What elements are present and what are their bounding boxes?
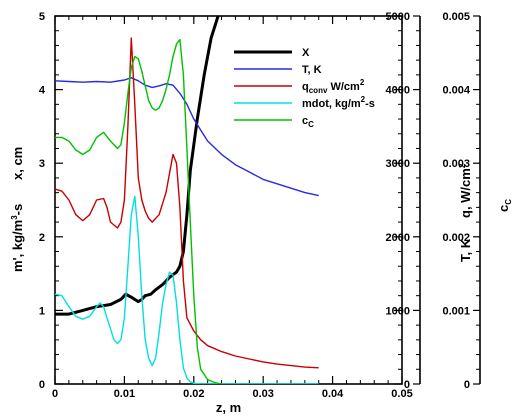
legend-label-part: W/cm bbox=[327, 81, 360, 93]
series-line-0 bbox=[55, 15, 220, 316]
legend-label-part: 2 bbox=[361, 95, 366, 104]
right-axis-q-title: q, W/cm2 bbox=[458, 163, 473, 218]
y-tick-label: 3 bbox=[39, 158, 45, 170]
right-axis-cc-title-part: C bbox=[504, 199, 513, 205]
legend-label-part: T, K bbox=[302, 64, 322, 76]
legend-label-part: mdot, kg/m bbox=[302, 98, 361, 110]
series-line-3 bbox=[55, 195, 319, 384]
x-tick-label: 0.02 bbox=[183, 388, 204, 400]
y-tick-label: 5 bbox=[39, 11, 45, 23]
x-tick-label: 0 bbox=[52, 388, 58, 400]
right-axis-cc-tick-label: 0.004 bbox=[442, 85, 470, 97]
legend-label: mdot, kg/m2-s bbox=[302, 95, 375, 110]
y-tick-label: 0 bbox=[39, 379, 45, 391]
legend-label-part: C bbox=[308, 120, 314, 129]
legend-label-part: q bbox=[302, 81, 309, 93]
right-axis-cc-tick-label: 0.001 bbox=[442, 305, 470, 317]
right-axis-cc-tick-label: 0 bbox=[464, 379, 470, 391]
right-axis-cc-tick-label: 0.003 bbox=[442, 158, 470, 170]
right-axis-temp-tick-label: 5000 bbox=[386, 11, 410, 23]
right-axis-temp-tick-label: 0 bbox=[404, 379, 410, 391]
y-tick-label: 4 bbox=[39, 85, 46, 97]
legend-label-part: conv bbox=[309, 86, 328, 95]
right-axis-cc-title: cC bbox=[496, 199, 513, 212]
legend-label-part: c bbox=[302, 115, 308, 127]
left-axis-title-part: m', kg/m bbox=[10, 220, 25, 272]
y-tick-label: 1 bbox=[39, 305, 45, 317]
left-axis-title: m', kg/m3-s bbox=[10, 204, 25, 272]
legend-label-part: -s bbox=[365, 98, 375, 110]
legend-label: cC bbox=[302, 115, 314, 129]
legend-label-part: 2 bbox=[360, 78, 365, 87]
x-axis-title: z, m bbox=[216, 400, 241, 415]
right-axis-cc-tick-label: 0.002 bbox=[442, 232, 470, 244]
right-axis-temp-tick-label: 2000 bbox=[386, 232, 410, 244]
right-axis-temp-title: T, K bbox=[458, 238, 473, 262]
plot-frame bbox=[54, 15, 403, 385]
right-axis-q-title-part: q, W/cm bbox=[458, 168, 473, 218]
legend-label-part: X bbox=[302, 47, 310, 59]
legend-label: T, K bbox=[302, 64, 322, 76]
series-line-2 bbox=[55, 37, 319, 369]
x-tick-label: 0.04 bbox=[322, 388, 344, 400]
series-layer bbox=[55, 15, 319, 384]
left-axis-title-part: 3 bbox=[10, 215, 19, 220]
right-axis-temp-tick-label: 4000 bbox=[386, 85, 410, 97]
series-line-4 bbox=[55, 38, 222, 384]
x-tick-label: 0.05 bbox=[391, 388, 412, 400]
legend-label: X bbox=[302, 47, 310, 59]
right-axis-q-title-part: 2 bbox=[458, 163, 467, 168]
x-tick-label: 0.01 bbox=[114, 388, 135, 400]
left-axis-title-part: -s bbox=[10, 204, 25, 216]
right-axis-temp-tick-label: 1000 bbox=[386, 305, 410, 317]
right-axis-cc-tick-label: 0.005 bbox=[442, 11, 470, 23]
right-axis-temp-tick-label: 3000 bbox=[386, 158, 410, 170]
y-tick-label: 2 bbox=[39, 232, 45, 244]
right-axis-cc-title-part: c bbox=[496, 205, 511, 212]
left-axis-title-x: x, cm bbox=[10, 147, 25, 180]
x-tick-label: 0.03 bbox=[252, 388, 273, 400]
series-line-1 bbox=[55, 77, 319, 197]
legend-label: qconv W/cm2 bbox=[302, 78, 365, 95]
